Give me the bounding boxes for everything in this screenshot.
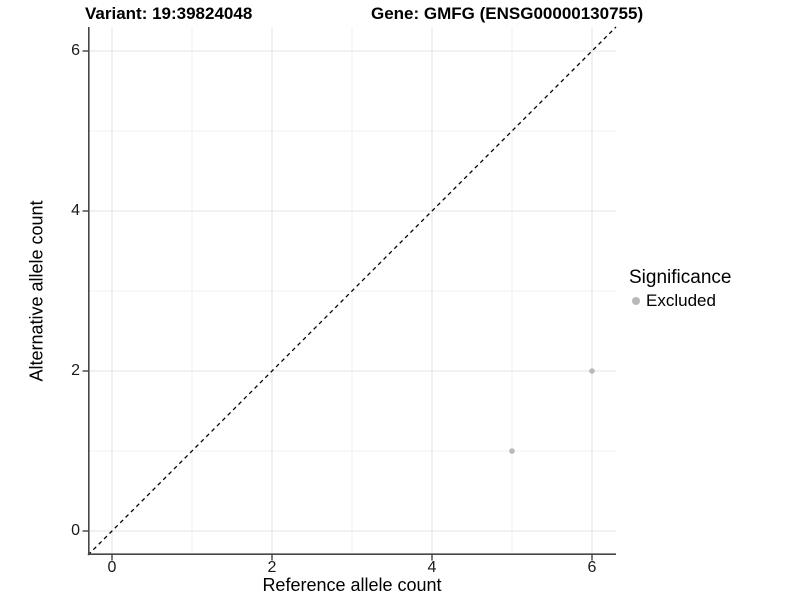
y-axis-title: Alternative allele count [26,200,47,382]
y-tick-label-2: 2 [71,362,80,379]
plot-title-variant: Variant: 19:39824048 [85,4,253,23]
x-tick-label-2: 2 [267,559,277,576]
y-tick-label-4: 4 [71,202,80,219]
plot-title-gene: Gene: GMFG (ENSG00000130755) [371,4,644,23]
data-point [589,368,595,374]
y-tick-label-6: 6 [71,42,80,59]
x-tick-label-4: 4 [427,559,437,576]
plot-panel [82,26,617,561]
x-axis-title: Reference allele count [262,575,442,595]
identity-line [87,26,617,556]
x-tick-label-6: 6 [587,559,597,576]
legend-entry-excluded: Excluded [629,291,731,311]
x-tick-label-0: 0 [107,559,117,576]
data-point [509,448,515,454]
excluded-point-icon [632,297,640,305]
legend-entry-label: Excluded [646,291,716,310]
legend: Significance Excluded [629,267,731,311]
legend-title: Significance [629,267,732,288]
y-tick-label-0: 0 [71,522,80,539]
